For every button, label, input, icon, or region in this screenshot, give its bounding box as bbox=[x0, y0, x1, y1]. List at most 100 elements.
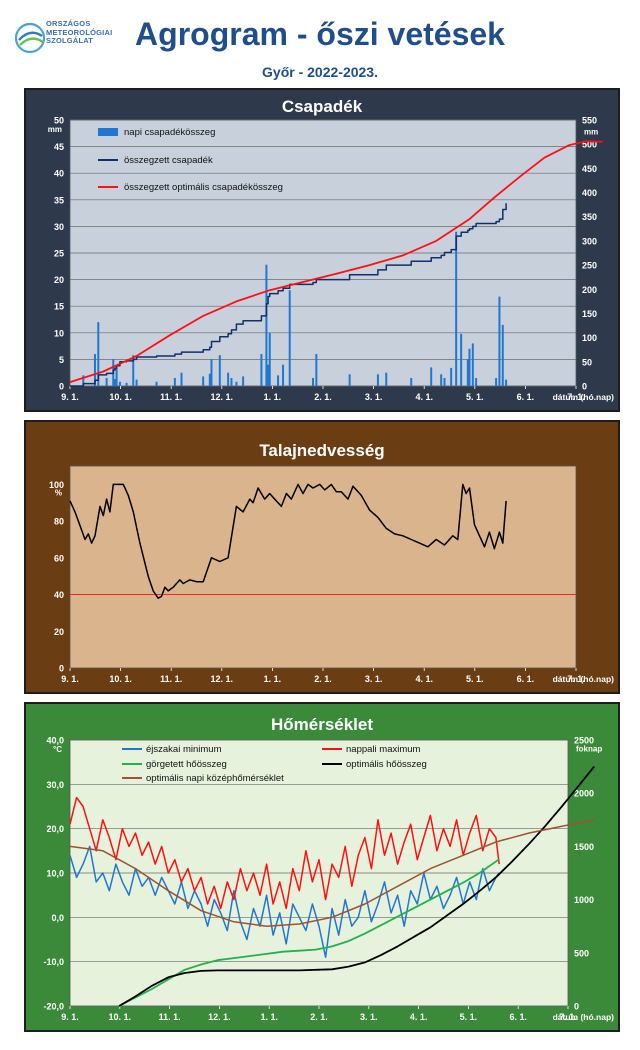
logo-line-2: METEOROLÓGIAI bbox=[46, 27, 113, 37]
chart-title: Talajnedvesség bbox=[259, 441, 384, 460]
legend-swatch bbox=[98, 128, 118, 136]
precip-bar bbox=[267, 364, 270, 386]
precip-bar bbox=[268, 332, 271, 386]
series-line-nappali-maximum bbox=[69, 796, 500, 910]
y-right-tick-label: 250 bbox=[582, 261, 597, 271]
legend-label: összegzett optimális csapadékösszeg bbox=[124, 182, 283, 193]
x-tick-label: 4. 1. bbox=[415, 674, 433, 684]
y-left-tick-label: 30 bbox=[54, 222, 64, 232]
precip-bar bbox=[455, 231, 458, 386]
precip-bar bbox=[265, 264, 268, 386]
x-tick-label: 1. 1. bbox=[264, 392, 282, 402]
y-right-tick-label: 350 bbox=[582, 212, 597, 222]
y-right-tick-label: 500 bbox=[582, 140, 597, 150]
precip-bar bbox=[348, 374, 351, 386]
y-left-tick-label: 100 bbox=[49, 480, 64, 490]
precip-bar bbox=[430, 367, 433, 386]
y-right-tick-label: 1000 bbox=[574, 895, 594, 905]
precip-bar bbox=[501, 324, 504, 386]
precip-bar bbox=[202, 376, 205, 386]
precip-bar bbox=[115, 367, 118, 386]
logo-line-1: ORSZÁGOS bbox=[46, 19, 91, 28]
logo-line-3: SZOLGÁLAT bbox=[46, 36, 94, 45]
y-left-tick-label: 40 bbox=[54, 590, 64, 600]
precip-bar bbox=[443, 378, 446, 386]
x-tick-label: 7. 1. bbox=[567, 392, 585, 402]
y-left-tick-label: -10,0 bbox=[43, 957, 64, 967]
precip-bar bbox=[82, 375, 85, 386]
x-tick-label: 11. 1. bbox=[159, 1012, 181, 1022]
page-title: Agrogram - őszi vetések bbox=[135, 16, 505, 52]
temperature-panel: Hőmérséklet -20,0 -10,0 0,0 10,0 20,0 30,0 40,0… bbox=[24, 702, 620, 1032]
y-left-tick-label: 10,0 bbox=[46, 869, 64, 879]
x-tick-label: 11. 1. bbox=[160, 674, 182, 684]
y-left-tick-label: 30,0 bbox=[46, 780, 64, 790]
y-left-tick-label: 60 bbox=[54, 553, 64, 563]
precip-bar bbox=[208, 373, 211, 386]
x-tick-label: 12. 1. bbox=[208, 1012, 231, 1022]
precip-bar bbox=[132, 355, 135, 386]
series-line-optimális-napi-középhőmérséklet bbox=[69, 819, 595, 927]
x-tick-label: 3. 1. bbox=[360, 1012, 378, 1022]
precip-bar bbox=[210, 359, 213, 386]
legend-label: nappali maximum bbox=[346, 744, 421, 755]
y-left-tick-label: -20,0 bbox=[43, 1002, 64, 1012]
x-tick-label: 2. 1. bbox=[310, 1012, 328, 1022]
y-right-tick-label: 0 bbox=[574, 1002, 579, 1012]
legend-label: összegzett csapadék bbox=[124, 155, 213, 166]
y-left-tick-label: 50 bbox=[54, 116, 64, 126]
chart-title: Hőmérséklet bbox=[271, 715, 373, 734]
precipitation-panel: Csapadék 0 5 10 15 20 25 30 35 40 45 50 mm 0 50 100 150 2… bbox=[24, 88, 620, 412]
precip-bar bbox=[135, 379, 138, 386]
y-right-tick-label: 200 bbox=[582, 285, 597, 295]
x-tick-label: 10. 1. bbox=[109, 1012, 132, 1022]
y-right-tick-label: 550 bbox=[582, 116, 597, 126]
y-left-tick-label: 35 bbox=[54, 195, 64, 205]
precip-bar bbox=[440, 374, 443, 386]
x-tick-label: 6. 1. bbox=[517, 674, 535, 684]
x-tick-label: 3. 1. bbox=[365, 392, 383, 402]
y-right-tick-label: 500 bbox=[574, 948, 589, 958]
y-left-tick-label: 40,0 bbox=[46, 736, 64, 746]
y-right-tick-label: 0 bbox=[582, 382, 587, 392]
precip-bar bbox=[468, 348, 471, 386]
precip-bar bbox=[155, 381, 158, 386]
x-tick-label: 9. 1. bbox=[61, 674, 79, 684]
x-tick-label: 5. 1. bbox=[466, 674, 484, 684]
y-right-unit: mm bbox=[584, 128, 598, 137]
y-right-tick-label: 400 bbox=[582, 188, 597, 198]
precip-bar bbox=[125, 382, 128, 386]
x-tick-label: 2. 1. bbox=[314, 392, 332, 402]
logo-text: ORSZÁGOS METEOROLÓGIAI SZOLGÁLAT bbox=[46, 19, 113, 46]
y-left-tick-label: 0 bbox=[59, 664, 64, 674]
x-tick-label: 3. 1. bbox=[365, 674, 383, 684]
x-tick-label: 5. 1. bbox=[466, 392, 484, 402]
x-tick-label: 7. 1. bbox=[567, 674, 585, 684]
y-right-tick-label: 100 bbox=[582, 333, 597, 343]
y-left-tick-label: 80 bbox=[54, 517, 64, 527]
x-tick-label: 10. 1. bbox=[109, 674, 132, 684]
precip-bar bbox=[97, 322, 100, 386]
precip-bar bbox=[475, 378, 478, 386]
x-tick-label: 4. 1. bbox=[415, 392, 433, 402]
x-tick-label: 12. 1. bbox=[211, 392, 234, 402]
y-right-tick-label: 2000 bbox=[574, 789, 594, 799]
legend-label: görgetett hőösszeg bbox=[146, 759, 227, 770]
x-tick-label: 4. 1. bbox=[410, 1012, 428, 1022]
precip-bar bbox=[113, 379, 116, 386]
precip-bar bbox=[385, 372, 388, 386]
soil-moisture-panel: Talajnedvesség 0 20 40 60 80 100% 9. 1. 10. 1. 11… bbox=[24, 420, 620, 694]
precip-bar bbox=[505, 379, 508, 386]
page-subtitle: Győr - 2022-2023. bbox=[262, 64, 378, 80]
precip-bar bbox=[218, 355, 221, 386]
precip-bar bbox=[495, 378, 498, 386]
precip-bar bbox=[282, 364, 285, 386]
x-axis-unit-label: dátum (hó.nap) bbox=[553, 674, 615, 684]
x-tick-label: 9. 1. bbox=[61, 1012, 79, 1022]
precip-bar bbox=[242, 376, 245, 386]
x-tick-label: 1. 1. bbox=[260, 1012, 278, 1022]
x-tick-label: 9. 1. bbox=[61, 392, 79, 402]
precipitation-chart: Csapadék05101520253035404550mm0501001502… bbox=[48, 97, 614, 402]
x-tick-label: 6. 1. bbox=[517, 392, 535, 402]
legend-label: optimális napi középhőmérséklet bbox=[146, 773, 284, 784]
